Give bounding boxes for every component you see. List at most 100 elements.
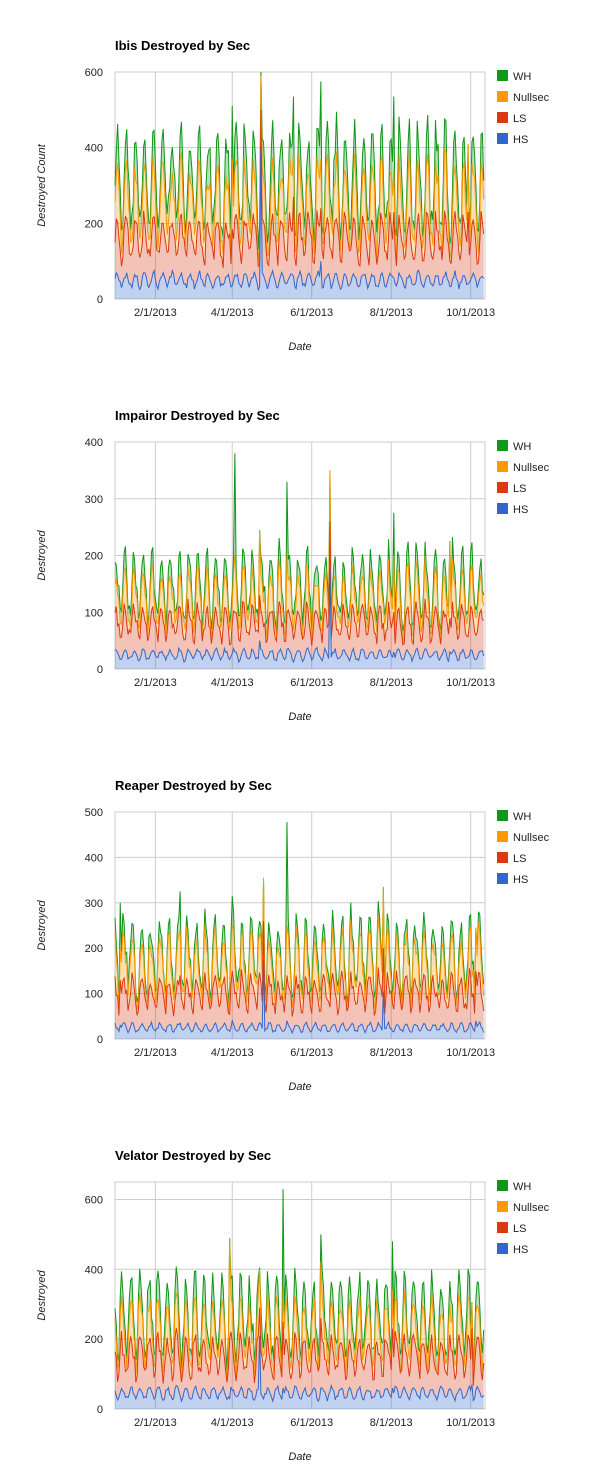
x-tick-label: 8/1/2013 [370, 1417, 413, 1429]
y-tick-label: 500 [85, 807, 103, 819]
series-area-nullsec [115, 470, 484, 646]
y-axis-title: Destroyed [36, 530, 48, 581]
series-line-ls [114, 920, 485, 1017]
x-tick-label: 6/1/2013 [290, 1417, 333, 1429]
y-tick-label: 400 [85, 143, 103, 155]
series-line-hs [114, 569, 485, 664]
legend-label-nullsec: Nullsec [513, 462, 550, 474]
x-tick-label: 6/1/2013 [290, 307, 333, 319]
legend-swatch-nullsec [497, 461, 508, 472]
series-line-wh [114, 453, 485, 634]
legend-swatch-hs [497, 1243, 508, 1254]
legend-label-nullsec: Nullsec [513, 1202, 550, 1214]
legend-label-nullsec: Nullsec [513, 832, 550, 844]
x-tick-label: 4/1/2013 [211, 677, 254, 689]
x-axis-title: Date [288, 711, 311, 723]
legend-label-ls: LS [513, 483, 526, 495]
x-tick-label: 2/1/2013 [134, 1417, 177, 1429]
series-area-ls [115, 1307, 484, 1402]
plot-frame [114, 441, 486, 670]
series-area-ls [115, 109, 484, 290]
legend-swatch-nullsec [497, 1201, 508, 1212]
series-area-ls [115, 920, 484, 1033]
chart-title: Impairor Destroyed by Sec [115, 408, 280, 423]
y-tick-label: 200 [85, 218, 103, 230]
series-line-nullsec [114, 877, 485, 1015]
series-line-hs [114, 147, 485, 292]
y-tick-label: 300 [85, 898, 103, 910]
plot-frame [114, 1181, 486, 1410]
y-tick-label: 100 [85, 989, 103, 1001]
series-area-nullsec [115, 75, 484, 268]
x-tick-label: 2/1/2013 [134, 1047, 177, 1059]
legend-swatch-nullsec [497, 831, 508, 842]
y-tick-label: 200 [85, 943, 103, 955]
legend-label-ls: LS [513, 1223, 526, 1235]
x-tick-label: 10/1/2013 [446, 307, 495, 319]
y-tick-label: 400 [85, 437, 103, 449]
x-tick-label: 2/1/2013 [134, 307, 177, 319]
legend-swatch-ls [497, 852, 508, 863]
x-axis-title: Date [288, 1081, 311, 1093]
series-line-hs [114, 959, 485, 1035]
legend-label-ls: LS [513, 113, 526, 125]
x-tick-label: 6/1/2013 [290, 677, 333, 689]
legend-swatch-wh [497, 810, 508, 821]
series-line-nullsec [114, 1237, 485, 1385]
legend-swatch-hs [497, 873, 508, 884]
series-area-wh [115, 453, 484, 644]
chart-1: Impairor Destroyed by Sec 0 100 200 300 400 2/… [36, 408, 550, 723]
chart-title: Ibis Destroyed by Sec [115, 38, 250, 53]
legend-label-hs: HS [513, 874, 528, 886]
y-tick-label: 600 [85, 1194, 103, 1206]
x-tick-label: 8/1/2013 [370, 677, 413, 689]
x-axis-title: Date [288, 1451, 311, 1463]
x-tick-label: 8/1/2013 [370, 1047, 413, 1059]
series-line-hs [114, 1335, 485, 1403]
legend-swatch-hs [497, 133, 508, 144]
chart-title: Reaper Destroyed by Sec [115, 778, 272, 793]
y-tick-label: 0 [97, 664, 103, 676]
chart-title: Velator Destroyed by Sec [115, 1148, 271, 1163]
chart-0: Ibis Destroyed by Sec 0 200 400 600 2/1/2013 4… [36, 38, 550, 353]
series-line-nullsec [114, 470, 485, 644]
legend-label-hs: HS [513, 1244, 528, 1256]
legend-swatch-ls [497, 1222, 508, 1233]
series-line-ls [114, 1307, 485, 1386]
x-tick-label: 8/1/2013 [370, 307, 413, 319]
series-line-nullsec [114, 75, 485, 264]
y-tick-label: 100 [85, 607, 103, 619]
series-area-hs [115, 147, 484, 299]
legend-swatch-hs [497, 503, 508, 514]
y-tick-label: 0 [97, 294, 103, 306]
x-tick-label: 6/1/2013 [290, 1047, 333, 1059]
x-axis-title: Date [288, 341, 311, 353]
legend-label-wh: WH [513, 441, 531, 453]
x-tick-label: 10/1/2013 [446, 677, 495, 689]
legend-swatch-wh [497, 70, 508, 81]
series-area-hs [115, 1335, 484, 1409]
y-tick-label: 0 [97, 1034, 103, 1046]
legend-label-ls: LS [513, 853, 526, 865]
series-line-ls [114, 109, 485, 269]
legend-label-nullsec: Nullsec [513, 92, 550, 104]
legend-swatch-ls [497, 482, 508, 493]
series-area-hs [115, 569, 484, 669]
chart-2: Reaper Destroyed by Sec 0 100 200 300 400 500 2… [36, 778, 550, 1093]
x-tick-label: 10/1/2013 [446, 1047, 495, 1059]
legend-label-hs: HS [513, 134, 528, 146]
y-tick-label: 600 [85, 67, 103, 79]
x-tick-label: 2/1/2013 [134, 677, 177, 689]
y-tick-label: 300 [85, 494, 103, 506]
x-tick-label: 10/1/2013 [446, 1417, 495, 1429]
y-tick-label: 400 [85, 1264, 103, 1276]
legend-label-wh: WH [513, 1181, 531, 1193]
legend-swatch-nullsec [497, 91, 508, 102]
series-area-nullsec [115, 877, 484, 1017]
legend-swatch-wh [497, 1180, 508, 1191]
x-tick-label: 4/1/2013 [211, 1417, 254, 1429]
series-line-wh [114, 1188, 485, 1377]
chart-3: Velator Destroyed by Sec 0 200 400 600 2/1/20… [36, 1148, 550, 1463]
y-axis-title: Destroyed Count [36, 143, 48, 226]
legend-swatch-ls [497, 112, 508, 123]
